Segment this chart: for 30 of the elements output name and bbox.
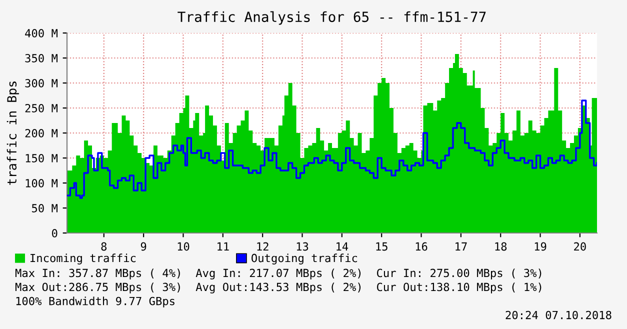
x-tick-label: 14	[336, 242, 348, 251]
y-tick-label: 400 M	[25, 29, 58, 38]
y-tick-label: 100 M	[26, 179, 58, 188]
y-tick-label: 250 M	[25, 104, 58, 112]
x-tick-label: 18	[495, 242, 507, 251]
y-tick-label: 200 M	[25, 129, 58, 138]
legend-label: Outgoing traffic	[252, 254, 358, 264]
x-tick-label: 12	[257, 242, 268, 251]
y-tick-label: 0	[52, 229, 58, 238]
x-tick-label: 15	[376, 242, 388, 251]
x-tick-label: 11	[218, 242, 229, 251]
x-tick-label: 8	[101, 242, 107, 251]
x-tick-label: 16	[416, 242, 428, 251]
y-tick-label: 150 M	[26, 154, 58, 162]
x-tick-label: 9	[140, 242, 146, 251]
x-tick-label: 20	[574, 242, 586, 251]
text: Max Out:286.75 MBps ( 3%) Avg Out:143.53 MBps ( 2%) Cur Out:138.10 MBps ( 1%)	[15, 282, 542, 294]
y-axis-title: traffic in Bps	[6, 82, 19, 185]
legend-label: Incoming traffic	[30, 254, 136, 264]
chart-title: Traffic Analysis for 65 -- ffm-151-77	[178, 11, 486, 25]
text: 20:24 07.10.2018	[506, 310, 612, 320]
y-tick-label: 50 M	[32, 204, 58, 212]
y-tick-label: 300 M	[25, 79, 58, 88]
text: 100% Bandwidth 9.77 GBps	[16, 296, 174, 308]
x-tick-label: 19	[534, 242, 546, 251]
x-tick-label: 13	[296, 242, 308, 251]
text: Max In: 357.87 MBps ( 4%) Avg In: 217.07 MBps ( 2%) Cur In: 275.00 MBps ( 3%)	[15, 268, 542, 280]
x-tick-label: 17	[456, 242, 467, 251]
x-tick-label: 10	[178, 242, 190, 251]
y-tick-label: 350 M	[25, 54, 58, 62]
